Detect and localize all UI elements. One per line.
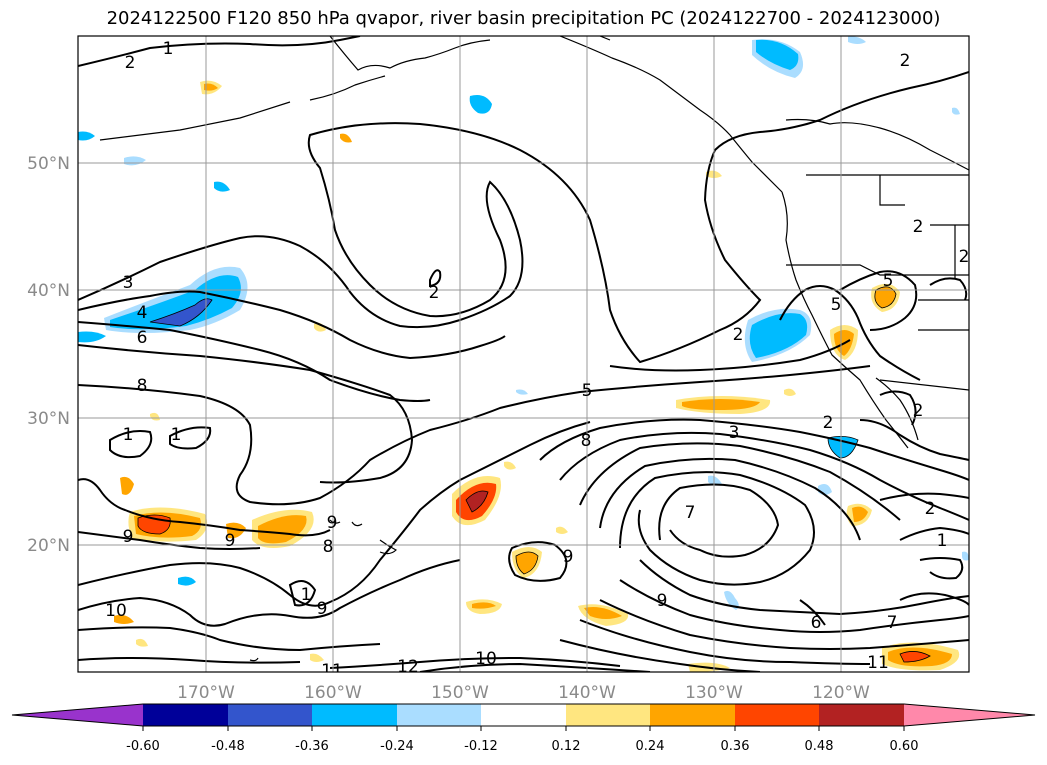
contour-label: 2 — [900, 51, 911, 71]
contour-label: 9 — [225, 531, 236, 551]
lon-tick-label: 140°W — [558, 683, 616, 703]
coastlines — [99, 36, 969, 662]
contour-label: 1 — [171, 425, 182, 445]
colorbar-tick-label: 0.60 — [890, 739, 919, 754]
contour-label: 2 — [913, 217, 924, 237]
contour-label: 1 — [301, 585, 312, 605]
contour-label: 1 — [937, 531, 948, 551]
colorbar-segment — [481, 704, 566, 726]
contour-label: 10 — [105, 601, 127, 621]
graticule — [78, 36, 969, 672]
contour-label: 5 — [883, 271, 894, 291]
lon-tick-label: 160°W — [304, 683, 362, 703]
colorbar-extend-min — [12, 704, 143, 726]
colorbar-tick-label: 0.12 — [552, 739, 581, 754]
longitude-ticks: 170°W 160°W 150°W 140°W 130°W 120°W — [177, 683, 870, 703]
map-frame — [77, 35, 970, 673]
lon-tick-label: 130°W — [685, 683, 743, 703]
contour-label: 1 — [163, 39, 174, 59]
colorbar-segment — [819, 704, 904, 726]
contour-label: 6 — [137, 328, 148, 348]
colorbar-segment — [228, 704, 312, 726]
contour-label: 3 — [123, 273, 134, 293]
contour-label: 5 — [582, 381, 593, 401]
colorbar-tick-label: 0.48 — [805, 739, 834, 754]
contour-label: 11 — [867, 653, 889, 673]
contour-label: 7 — [887, 613, 898, 633]
colorbar-segment — [397, 704, 481, 726]
colorbar-segment — [566, 704, 650, 726]
contour-label: 9 — [317, 599, 328, 619]
contour-label: 9 — [123, 527, 134, 547]
colorbar-tick-label: -0.24 — [380, 739, 414, 754]
contour-label: 8 — [323, 537, 334, 557]
lat-tick-label: 20°N — [27, 536, 70, 556]
latitude-ticks: 50°N 40°N 30°N 20°N — [27, 154, 70, 556]
lat-tick-label: 50°N — [27, 154, 70, 174]
contour-label: 2 — [823, 413, 834, 433]
colorbar-tick-label: -0.60 — [126, 739, 160, 754]
contour-label: 4 — [137, 303, 148, 323]
contour-label: 7 — [685, 503, 696, 523]
contour-label: 12 — [397, 657, 419, 677]
contour-lines — [78, 36, 969, 672]
contour-label: 3 — [729, 423, 740, 443]
colorbar-segment — [735, 704, 819, 726]
colorbar-segment — [143, 704, 228, 726]
contour-label: 6 — [811, 613, 822, 633]
contour-labels: 1 2 2 2 2 3 4 6 8 1 1 9 9 9 8 9 1 10 9 1… — [105, 39, 970, 681]
contour-label: 2 — [429, 283, 440, 303]
colorbar-tick-label: -0.12 — [464, 739, 498, 754]
contour-label: 2 — [959, 247, 970, 267]
colorbar — [11, 703, 1036, 731]
contour-label: 11 — [321, 661, 343, 681]
colorbar-tick-label: 0.36 — [721, 739, 750, 754]
contour-label: 2 — [913, 401, 924, 421]
contour-label: 8 — [581, 431, 592, 451]
contour-label: 2 — [125, 53, 136, 73]
colorbar-tick-label: -0.48 — [211, 739, 245, 754]
lon-tick-label: 170°W — [177, 683, 235, 703]
lon-tick-label: 120°W — [812, 683, 870, 703]
lat-tick-label: 30°N — [27, 409, 70, 429]
colorbar-segment — [312, 704, 397, 726]
lat-tick-label: 40°N — [27, 281, 70, 301]
colorbar-ticks: -0.60 -0.48 -0.36 -0.24 -0.12 0.12 0.24 … — [126, 739, 918, 754]
colorbar-segment — [650, 704, 735, 726]
contour-label: 2 — [925, 499, 936, 519]
contour-label: 8 — [137, 376, 148, 396]
negative-precip-shading — [78, 36, 969, 610]
contour-label: 5 — [831, 295, 842, 315]
colorbar-tick-label: -0.36 — [295, 739, 329, 754]
contour-label: 2 — [733, 325, 744, 345]
colorbar-extend-max — [904, 704, 1035, 726]
contour-label: 9 — [327, 513, 338, 533]
map-area: 1 2 2 2 2 3 4 6 8 1 1 9 9 9 8 9 1 10 9 1… — [78, 36, 970, 681]
shade-outlines — [137, 286, 931, 663]
colorbar-tick-label: 0.24 — [636, 739, 665, 754]
contour-label: 1 — [123, 425, 134, 445]
lon-tick-label: 150°W — [431, 683, 489, 703]
contour-label: 9 — [657, 591, 668, 611]
contour-label: 10 — [475, 649, 497, 669]
contour-label: 9 — [563, 547, 574, 567]
map-title: 2024122500 F120 850 hPa qvapor, river ba… — [106, 8, 941, 29]
